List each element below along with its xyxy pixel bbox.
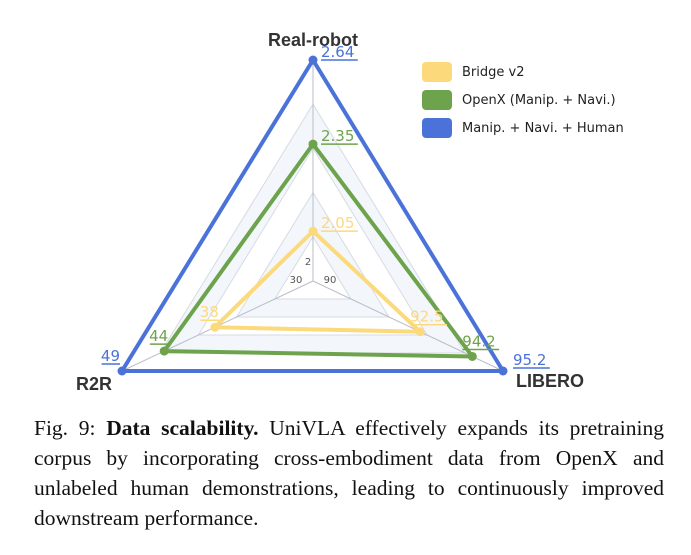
legend-swatch-openx [422, 90, 452, 110]
radar-chart: Real-robot LIBERO R2R 2 90 30 2.05 92.5 38 2.35 94… [76, 30, 584, 394]
radar-series [117, 55, 508, 376]
data-point-0-1 [415, 327, 425, 337]
legend: Bridge v2 OpenX (Manip. + Navi.) Manip. … [422, 58, 624, 142]
value-label-1-2: 44 [149, 327, 168, 345]
value-label-2-2: 49 [101, 347, 120, 365]
tick-label-1: 90 [324, 275, 337, 286]
data-point-1-0 [308, 139, 318, 149]
value-label-0-1: 92.5 [410, 308, 443, 326]
value-label-1-1: 94.2 [462, 332, 495, 350]
value-label-0-2: 38 [200, 303, 219, 321]
legend-item-openx: OpenX (Manip. + Navi.) [422, 86, 624, 114]
data-point-0-2 [210, 322, 220, 332]
legend-label-openx: OpenX (Manip. + Navi.) [462, 92, 616, 108]
tick-label-0: 2 [305, 257, 311, 268]
series-line-1 [162, 142, 475, 359]
legend-item-bridge: Bridge v2 [422, 58, 624, 86]
data-point-0-0 [308, 226, 318, 236]
axis-label-0: Real-robot [268, 30, 358, 50]
value-label-0-0: 2.05 [321, 214, 354, 232]
axis-label-1: LIBERO [516, 371, 584, 391]
value-label-2-1: 95.2 [513, 351, 546, 369]
data-point-2-1 [498, 366, 508, 376]
series-line-2 [120, 58, 505, 373]
data-point-2-0 [308, 55, 318, 65]
legend-label-bridge: Bridge v2 [462, 64, 525, 80]
legend-item-human: Manip. + Navi. + Human [422, 114, 624, 142]
series-line-0 [212, 229, 423, 334]
legend-swatch-human [422, 118, 452, 138]
caption-text: UniVLA effectively expands its pretraini… [34, 416, 665, 530]
axis-label-2: R2R [76, 374, 112, 394]
data-point-1-1 [467, 351, 477, 361]
data-point-2-2 [117, 366, 127, 376]
value-label-2-0: 2.64 [321, 43, 354, 61]
figure-caption: Fig. 9: Data scalability. UniVLA effecti… [34, 413, 664, 533]
caption-prefix: Fig. 9: [34, 416, 107, 440]
legend-label-human: Manip. + Navi. + Human [462, 120, 624, 136]
caption-bold: Data scalability. [106, 416, 259, 440]
value-label-1-0: 2.35 [321, 127, 354, 145]
data-point-1-2 [159, 346, 169, 356]
legend-swatch-bridge [422, 62, 452, 82]
tick-label-2: 30 [290, 275, 303, 286]
radar-labels: Real-robot LIBERO R2R 2 90 30 2.05 92.5 38 2.35 94… [76, 30, 584, 394]
